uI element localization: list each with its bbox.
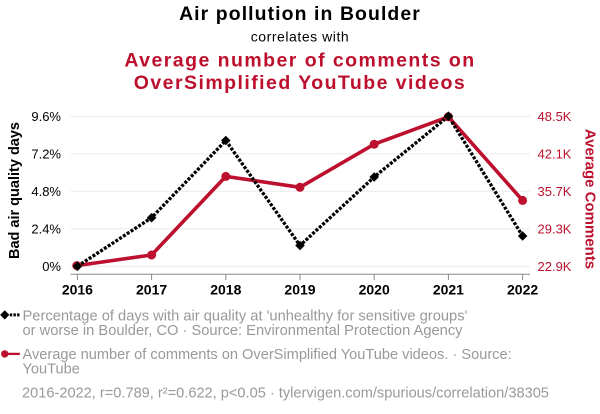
svg-text:35.7K: 35.7K — [538, 184, 572, 199]
svg-text:Average number of comments on: Average number of comments on — [124, 50, 475, 72]
svg-text:2016: 2016 — [62, 282, 93, 298]
svg-text:22.9K: 22.9K — [538, 259, 572, 274]
svg-text:42.1K: 42.1K — [538, 146, 572, 161]
svg-text:2021: 2021 — [433, 282, 464, 298]
svg-text:7.2%: 7.2% — [31, 146, 61, 161]
svg-text:2016-2022, r=0.789, r²=0.622,: 2016-2022, r=0.789, r²=0.622, p<0.05 · t… — [22, 386, 549, 402]
svg-text:0%: 0% — [42, 259, 61, 274]
svg-text:Average number of comments on: Average number of comments on OverSimpli… — [23, 347, 512, 363]
svg-text:9.6%: 9.6% — [31, 109, 61, 124]
svg-text:Average Comments: Average Comments — [582, 129, 599, 269]
svg-text:2020: 2020 — [359, 282, 390, 298]
svg-text:48.5K: 48.5K — [538, 109, 572, 124]
svg-text:Bad air quality days: Bad air quality days — [7, 122, 23, 259]
svg-text:4.8%: 4.8% — [31, 184, 61, 199]
svg-text:2017: 2017 — [136, 282, 167, 298]
svg-text:YouTube: YouTube — [23, 361, 80, 377]
svg-text:correlates with: correlates with — [251, 28, 350, 44]
svg-text:or worse in Boulder, CO · Sour: or worse in Boulder, CO · Source: Enviro… — [23, 323, 464, 339]
svg-text:2018: 2018 — [210, 282, 241, 298]
svg-text:OverSimplified YouTube videos: OverSimplified YouTube videos — [134, 72, 466, 94]
svg-text:29.3K: 29.3K — [538, 221, 572, 236]
svg-text:2022: 2022 — [507, 282, 538, 298]
svg-text:2019: 2019 — [284, 282, 315, 298]
svg-text:Air pollution in Boulder: Air pollution in Boulder — [179, 3, 421, 25]
svg-text:Percentage of days with air qu: Percentage of days with air quality at '… — [23, 308, 468, 324]
svg-text:2.4%: 2.4% — [31, 221, 61, 236]
